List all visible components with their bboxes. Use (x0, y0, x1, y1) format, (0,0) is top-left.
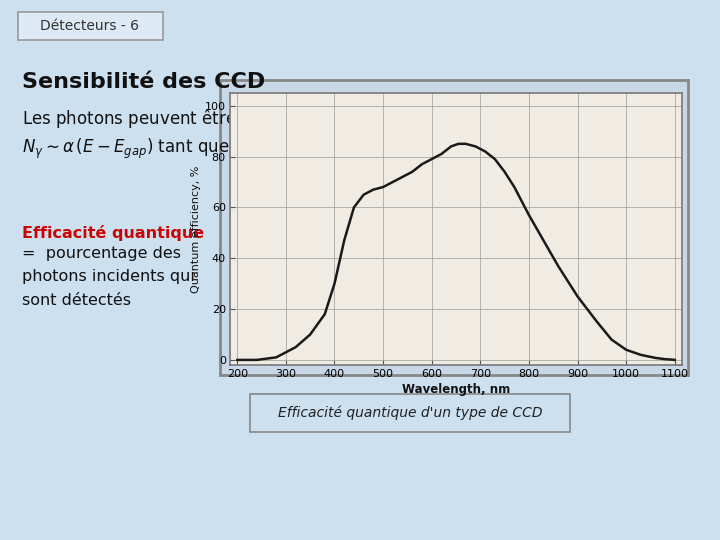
Text: Les photons peuvent être absorbés si $E_{\gamma} > E_{gap}$: Les photons peuvent être absorbés si $E_… (22, 108, 413, 133)
X-axis label: Wavelength, nm: Wavelength, nm (402, 383, 510, 396)
Text: Détecteurs - 6: Détecteurs - 6 (40, 19, 140, 33)
Text: $N_{\gamma} \sim \alpha\,(E - E_{gap})$ tant que $E$ pas trop élevé puis sature : $N_{\gamma} \sim \alpha\,(E - E_{gap})$ … (22, 136, 562, 161)
FancyBboxPatch shape (250, 394, 570, 432)
FancyBboxPatch shape (220, 80, 688, 375)
Text: =  pourcentage des
photons incidents qui
sont détectés: = pourcentage des photons incidents qui … (22, 246, 195, 308)
Text: Sensibilité des CCD: Sensibilité des CCD (22, 72, 265, 92)
FancyBboxPatch shape (18, 12, 163, 40)
Text: Efficacité quantique: Efficacité quantique (22, 225, 204, 241)
Text: Efficacité quantique d'un type de CCD: Efficacité quantique d'un type de CCD (278, 406, 542, 420)
Y-axis label: Quantum efficiency, %: Quantum efficiency, % (191, 165, 201, 293)
